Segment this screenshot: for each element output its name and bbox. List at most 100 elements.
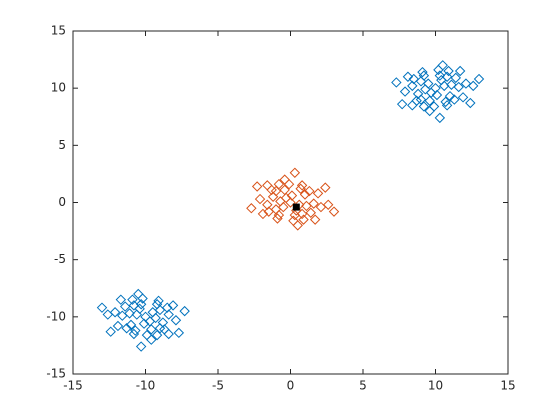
point [450,72,462,84]
y-tick-label: 15 [51,24,66,38]
x-tick-label: 10 [428,379,443,393]
point [279,174,290,185]
point [407,80,418,92]
point [153,295,164,307]
point [125,319,137,331]
point [263,206,274,217]
point [179,305,190,317]
point [251,181,263,192]
point [298,214,309,225]
point [292,220,303,231]
point [273,209,285,221]
point [96,302,108,313]
point [133,288,144,300]
point [467,80,479,92]
point [320,182,331,193]
point [124,308,135,319]
point [424,105,435,117]
point [440,96,451,108]
point [465,97,476,109]
point [272,213,283,224]
point [434,70,446,81]
point [280,192,292,204]
point [170,315,182,326]
x-tick-label: -15 [63,379,83,393]
point [275,196,286,207]
point [273,178,285,190]
point [407,100,418,111]
x-tick-label: 15 [500,379,515,393]
point [322,199,334,210]
point [146,324,157,335]
point [304,185,315,197]
point [279,184,290,196]
point [473,73,485,85]
point [130,325,141,336]
point [305,207,317,218]
point [173,327,185,339]
point [418,70,430,81]
point [135,341,147,352]
x-tick-label: -10 [136,379,156,393]
point [254,193,266,205]
point [286,190,298,201]
point [146,334,157,345]
point [163,309,174,320]
point [121,323,132,334]
point [117,310,128,321]
point [292,203,300,211]
point [257,208,269,220]
y-tick-label: -10 [46,309,66,323]
point [441,100,453,111]
point [162,302,173,313]
point [417,66,428,78]
x-tick-label: -5 [212,379,224,393]
point [119,301,131,312]
point [431,89,443,101]
point [246,203,257,214]
point [437,60,448,71]
axes-box [72,30,509,375]
point [328,206,340,217]
point [441,71,453,82]
point [112,320,124,332]
point [105,326,116,337]
point [295,183,306,194]
point [262,180,273,191]
point [402,71,414,82]
point [127,294,138,305]
x-tick-label: 0 [287,379,295,393]
point [151,329,163,341]
y-tick-label: 0 [58,195,66,209]
point [151,299,163,310]
point [454,65,466,77]
point [115,294,127,305]
point [391,77,402,88]
point [399,86,411,97]
point [296,180,308,191]
point [449,94,460,105]
point [308,198,319,209]
point [299,189,311,200]
point [309,214,321,225]
point [135,299,147,310]
point [460,78,472,89]
y-tick-label: -15 [46,367,66,381]
point [418,101,430,112]
point [420,84,431,95]
point [443,65,454,77]
point [396,98,408,110]
point [163,328,174,340]
point [138,318,150,329]
point [457,92,469,103]
point [444,90,456,102]
point [446,79,457,90]
point [289,167,301,178]
point [128,328,140,340]
point [109,307,121,318]
point [424,95,435,106]
y-tick-label: 5 [58,138,66,152]
point [270,185,282,197]
point [102,309,114,320]
